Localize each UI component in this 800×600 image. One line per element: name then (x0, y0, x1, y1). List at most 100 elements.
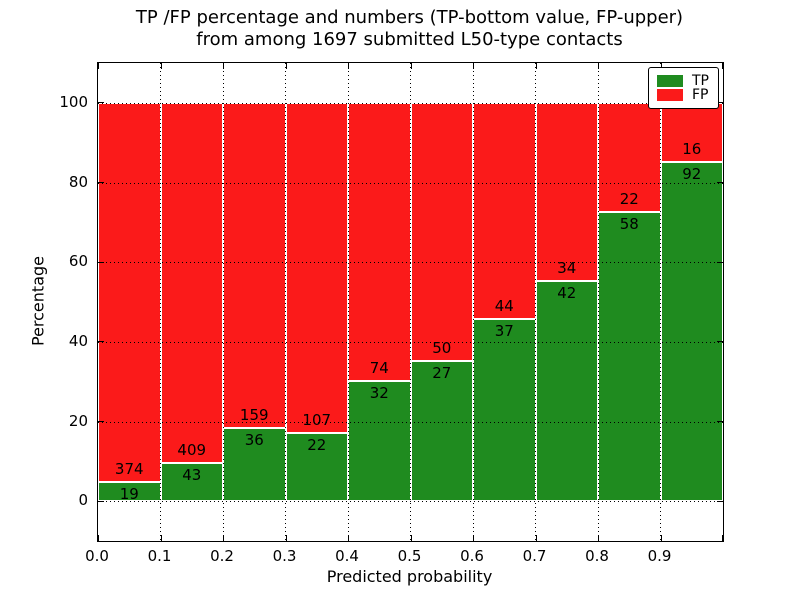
tp-count-label: 37 (494, 322, 514, 341)
fp-count-label: 50 (432, 339, 452, 358)
x-tickmark-top (98, 63, 99, 69)
y-tick-label: 60 (68, 252, 88, 271)
plot-area: 374 19 409 43 159 36 107 22 74 32 50 27 44 37 34 42 22 58… (97, 62, 724, 542)
vertical-gridline (597, 63, 599, 541)
y-tick-label: 0 (78, 491, 88, 510)
fp-count-label: 374 (114, 459, 144, 478)
y-tickmark-right (717, 500, 723, 502)
x-tickmark-top (160, 63, 162, 69)
x-tickmark-top (473, 63, 474, 69)
legend-item: FP (657, 88, 709, 102)
fp-count-label: 16 (682, 139, 702, 158)
x-tickmark-bottom (348, 535, 349, 541)
x-tick-label: 0.6 (460, 547, 484, 565)
x-axis-label: Predicted probability (326, 567, 493, 586)
y-tickmark-left (98, 421, 104, 422)
vertical-gridline (410, 63, 411, 541)
chart-title: TP /FP percentage and numbers (TP-bottom… (97, 7, 722, 51)
tp-count-label: 22 (307, 436, 327, 455)
bar-tp-segment (410, 361, 473, 502)
x-tickmark-top (660, 63, 662, 69)
y-tickmark-right (717, 261, 723, 263)
bar-fp-segment (160, 102, 223, 464)
vertical-gridline (160, 63, 161, 541)
legend: TP FP (648, 67, 719, 109)
x-tick-label: 0.9 (647, 547, 672, 565)
vertical-gridline (222, 63, 224, 541)
vertical-gridline (535, 63, 536, 541)
bar-tp-segment (473, 319, 536, 502)
bar-fp-segment (410, 102, 473, 362)
x-tickmark-bottom (160, 535, 162, 541)
y-tick-label: 80 (68, 172, 88, 191)
x-tickmark-bottom (598, 535, 599, 541)
tp-swatch (657, 75, 683, 87)
x-tickmark-bottom (473, 535, 474, 541)
fp-swatch (657, 89, 683, 101)
x-tick-label: 0.8 (585, 547, 609, 565)
x-tickmark-top (348, 63, 349, 69)
bar-tp-segment (348, 380, 411, 502)
y-tickmark-left (98, 341, 104, 343)
bar-fp-segment (535, 102, 598, 282)
chart-title-line2: from among 1697 submitted L50-type conta… (196, 29, 623, 50)
fp-count-label: 22 (619, 190, 639, 209)
fp-count-label: 159 (239, 405, 269, 424)
bar-tp-segment (160, 463, 223, 502)
legend-item: TP (657, 74, 709, 88)
vertical-gridline (347, 63, 349, 541)
x-tickmark-bottom (410, 535, 412, 541)
x-tick-label: 0.3 (272, 547, 297, 565)
x-tickmark-top (223, 63, 224, 69)
y-tickmark-left (98, 500, 104, 502)
bar-fp-segment (473, 102, 536, 320)
tp-count-label: 32 (369, 383, 389, 402)
legend-rows: TP FP (657, 74, 709, 102)
tp-count-label: 43 (182, 466, 202, 485)
y-tickmark-left (98, 261, 104, 263)
bar-tp-segment (598, 212, 661, 502)
x-tickmark-bottom (722, 535, 723, 541)
legend-item-label: TP (692, 73, 709, 89)
y-tickmark-left (98, 102, 104, 104)
x-tick-label: 0.7 (522, 547, 547, 565)
tp-count-label: 19 (119, 484, 139, 503)
fp-count-label: 34 (557, 259, 577, 278)
vertical-gridline (472, 63, 474, 541)
x-tick-label: 0.2 (210, 547, 234, 565)
x-tickmark-top (410, 63, 412, 69)
x-tickmark-bottom (285, 535, 287, 541)
x-tickmark-top (722, 63, 723, 69)
bar-fp-segment (598, 102, 661, 213)
y-tick-label: 40 (68, 331, 88, 350)
bar-tp-segment (535, 281, 598, 502)
x-tickmark-bottom (98, 535, 99, 541)
legend-item-label: FP (692, 87, 709, 103)
x-tick-label: 0.5 (397, 547, 422, 565)
y-tickmark-right (717, 421, 723, 422)
fp-count-label: 44 (494, 297, 514, 316)
x-tickmark-top (598, 63, 599, 69)
y-tickmark-right (717, 182, 723, 183)
tp-count-label: 58 (619, 215, 639, 234)
bar-fp-segment (285, 102, 348, 434)
fp-count-label: 107 (302, 411, 332, 430)
y-tickmark-right (717, 102, 723, 104)
x-tick-label: 0.1 (147, 547, 172, 565)
tp-count-label: 42 (557, 284, 577, 303)
x-tick-label: 0.4 (335, 547, 359, 565)
y-tick-label: 20 (68, 411, 88, 430)
chart-title-line1: TP /FP percentage and numbers (TP-bottom… (135, 7, 684, 28)
x-tickmark-top (285, 63, 287, 69)
vertical-gridline (660, 63, 661, 541)
x-tick-label: 0.0 (85, 547, 109, 565)
bar-tp-segment (660, 161, 723, 502)
bar-fp-segment (223, 102, 286, 428)
y-tick-label: 100 (59, 92, 88, 111)
tp-count-label: 36 (244, 430, 264, 449)
x-tickmark-bottom (535, 535, 537, 541)
fp-count-label: 74 (369, 358, 389, 377)
tp-count-label: 92 (682, 164, 702, 183)
y-tickmark-left (98, 182, 104, 183)
